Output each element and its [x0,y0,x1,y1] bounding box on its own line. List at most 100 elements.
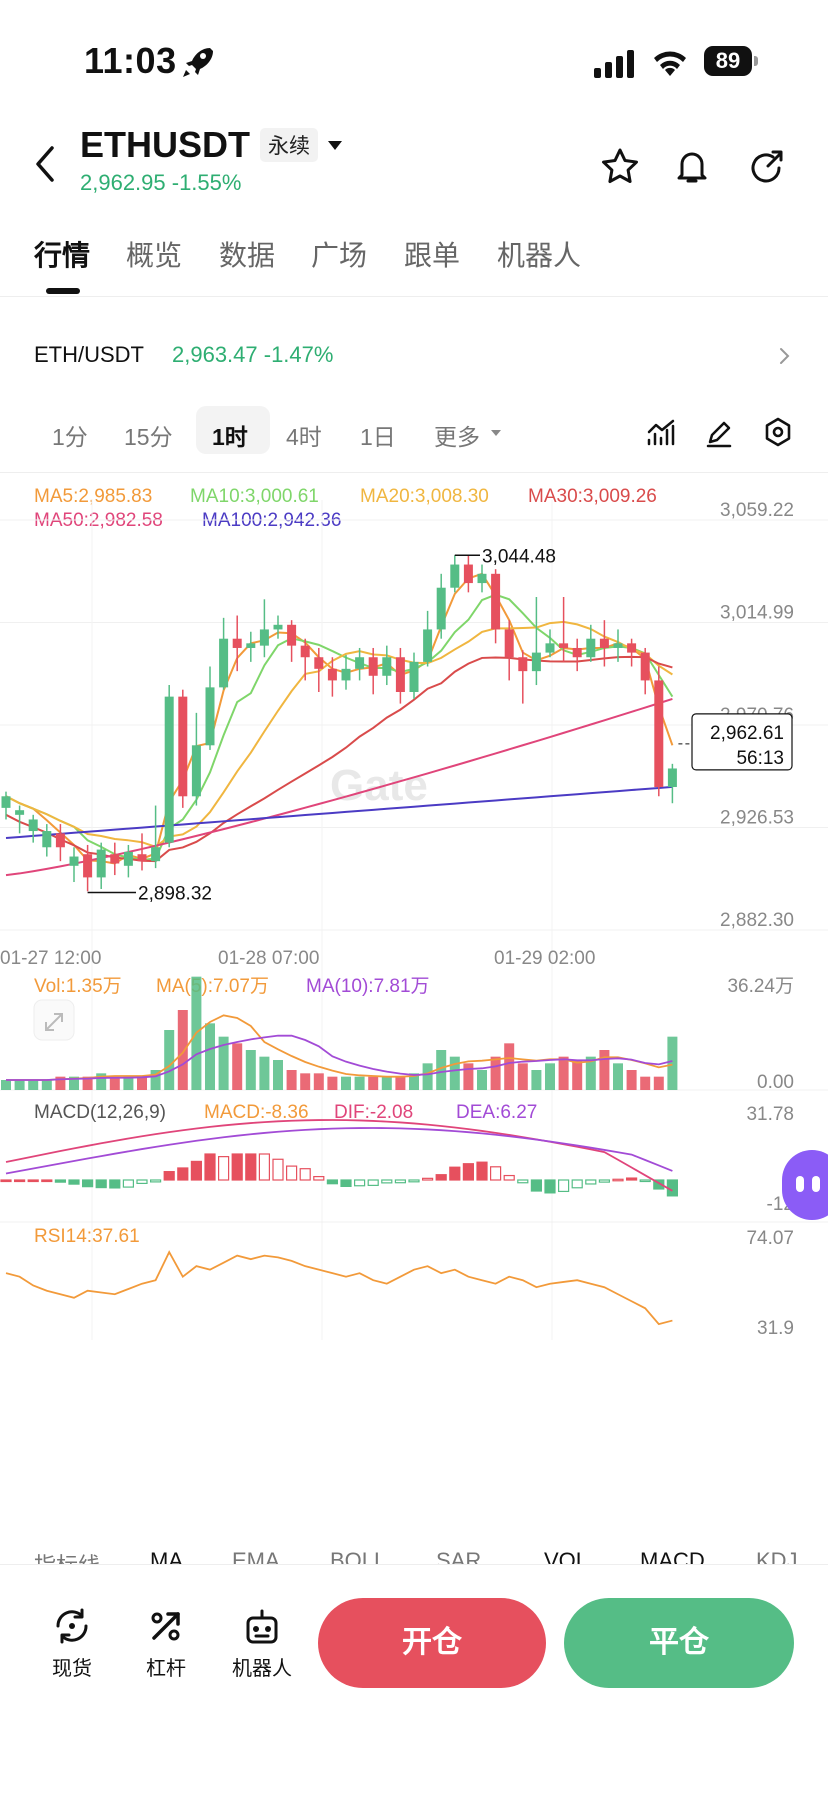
timeframe-more[interactable]: 更多 [434,424,480,450]
current-price-box [691,713,793,771]
battery-level: 89 [704,46,752,76]
macd-histogram-bar [313,1175,325,1181]
volume-bar [585,1056,596,1090]
macd-histogram-bar [354,1179,366,1187]
macd-value-label: MACD:-8.36 [204,1102,309,1123]
volume-bar [381,1076,392,1090]
cellular-signal-icon [594,50,634,78]
macd-histogram-bar [585,1179,597,1185]
divider [0,296,828,297]
open-position-button[interactable]: 开仓 [318,1598,546,1688]
timeframe-1d[interactable]: 1日 [360,424,396,450]
tab-data[interactable]: 数据 [219,240,276,271]
volume-bar [232,1043,243,1090]
caret-down-icon[interactable] [490,428,502,438]
contract-type-badge[interactable]: 永续 [260,128,318,162]
watermark-logo: Gate [330,761,428,810]
volume-bar [354,1076,365,1090]
close-position-button[interactable]: 平仓 [564,1598,794,1688]
bot-nav-button[interactable]: 机器人 [222,1606,302,1681]
volume-bar [599,1050,610,1090]
bell-icon[interactable] [672,146,712,186]
volume-bar [28,1080,39,1090]
chevron-right-icon[interactable] [776,346,792,366]
hexagon-settings-icon[interactable] [762,416,794,448]
spot-price-change: 2,963.47 -1.47% [172,342,334,367]
macd-histogram-bar [571,1179,583,1189]
ma-line-ma20 [5,620,673,848]
indicator-tab-ema[interactable]: EMA [232,1548,280,1564]
indicator-tab-main[interactable]: 指标线 [34,1548,100,1564]
macd-histogram-bar [258,1153,270,1181]
kline-chart[interactable]: 3,059.223,014.992,970.762,926.532,882.30… [0,470,828,1540]
volume-bar [463,1063,474,1090]
candle-body [259,629,269,646]
bot-label: 机器人 [232,1658,292,1680]
tab-bots[interactable]: 机器人 [497,240,582,271]
pencil-icon[interactable] [704,418,734,448]
star-icon[interactable] [600,146,640,186]
leverage-nav-button[interactable]: 杠杆 [126,1606,206,1681]
candle-body [205,687,215,746]
volume-bar [626,1070,637,1090]
candle-body [613,643,623,648]
candle-body [436,587,446,630]
timeframe-active-bg [196,406,270,454]
spot-nav-button[interactable]: 现货 [32,1606,112,1681]
volume-label: Vol:1.35万 [34,976,122,997]
spot-pair-label[interactable]: ETH/USDT [34,342,144,367]
y-axis-label: 2,926.53 [720,808,794,829]
volume-bar [150,1070,161,1090]
ma-line-ma10 [5,593,674,862]
low-marker-label: 2,898.32 [138,883,212,904]
timeframe-4h[interactable]: 4时 [286,424,322,450]
pair-title[interactable]: ETHUSDT [80,124,250,165]
indicator-tab-ma[interactable]: MA [150,1548,183,1564]
indicator-tab-kdj[interactable]: KDJ [756,1548,798,1564]
macd-histogram-bar [54,1179,67,1183]
volume-bar [613,1063,623,1090]
volume-bar [1,1080,11,1090]
macd-histogram-bar [299,1168,311,1181]
candle-body [178,696,188,797]
x-axis-label: 01-28 07:00 [218,948,319,969]
volume-bar [259,1056,270,1090]
indicator-tab-vol[interactable]: VOL [544,1548,589,1564]
battery-icon: 89 [704,46,758,76]
volume-bar [504,1043,515,1090]
tab-square[interactable]: 广场 [311,240,368,271]
indicator-tabs: 指标线 MA EMA BOLL SAR VOL MACD KDJ [0,1540,828,1564]
chat-assistant-button[interactable] [782,1150,828,1220]
candle-body [15,810,25,815]
volume-bar [218,1036,229,1090]
indicator-tab-boll[interactable]: BOLL [330,1548,387,1564]
caret-down-icon[interactable] [326,138,344,152]
tab-copy-trading[interactable]: 跟单 [404,240,461,271]
timeframe-15m[interactable]: 15分 [124,424,173,450]
macd-histogram-bar [517,1179,529,1184]
macd-histogram-bar [449,1166,461,1181]
macd-histogram-bar [462,1163,474,1181]
candle-body [627,643,637,653]
x-axis-label: 01-27 12:00 [0,948,101,969]
volume-min-label: 0.00 [757,1072,794,1093]
macd-histogram-bar [394,1179,406,1184]
candle-body [368,657,378,676]
timeframe-1h[interactable]: 1时 [212,424,248,450]
share-icon[interactable] [746,146,786,186]
rsi-label: RSI14:37.61 [34,1226,140,1247]
indicator-chart-icon[interactable] [646,418,676,448]
volume-bar [82,1076,93,1090]
macd-histogram-bar [68,1179,80,1185]
tab-market[interactable]: 行情 [34,240,91,271]
macd-histogram-bar [109,1179,121,1189]
macd-histogram-bar [639,1179,651,1183]
candle-body [477,573,487,584]
back-chevron-icon[interactable] [30,144,60,184]
candle-body [491,573,501,630]
tab-overview[interactable]: 概览 [126,240,183,271]
indicator-tab-macd[interactable]: MACD [640,1548,705,1564]
candle-body [123,851,133,866]
timeframe-1m[interactable]: 1分 [52,424,88,450]
indicator-tab-sar[interactable]: SAR [436,1548,482,1564]
